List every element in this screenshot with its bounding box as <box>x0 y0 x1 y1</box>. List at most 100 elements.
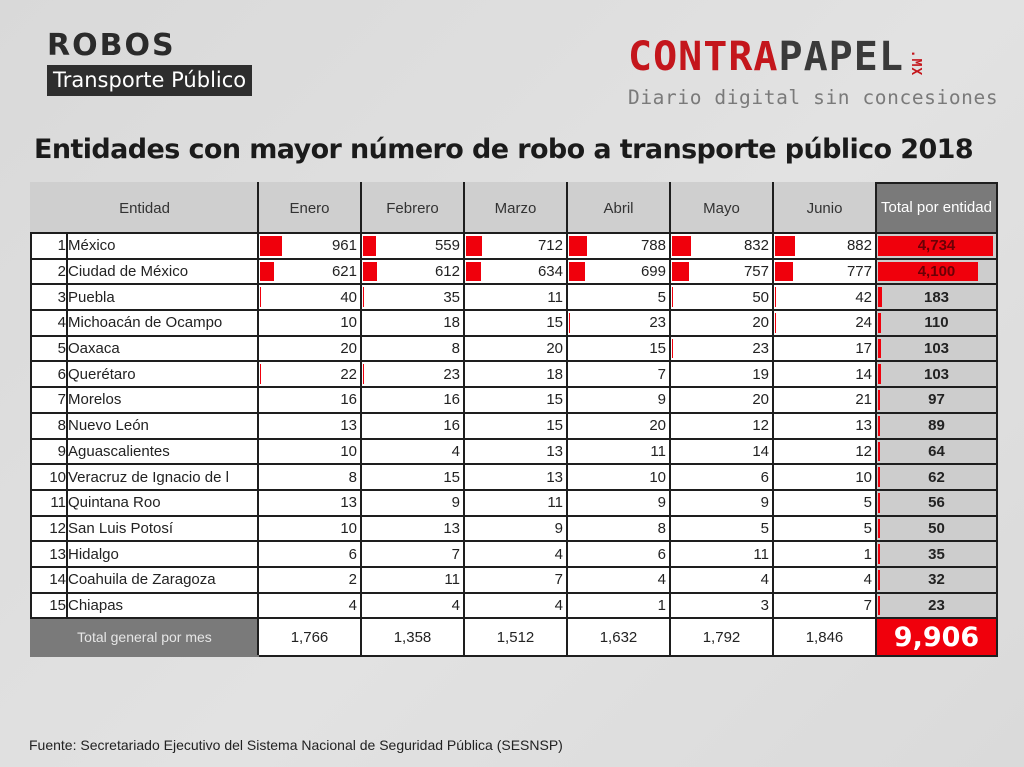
month-value: 14 <box>752 442 769 460</box>
entity-name: Puebla <box>66 283 259 312</box>
month-value-cell: 40 <box>257 283 362 312</box>
header-month: Febrero <box>360 182 465 234</box>
entity-total: 4,100 <box>917 263 956 281</box>
entity-total-cell: 32 <box>875 565 998 594</box>
entity-total-cell: 89 <box>875 411 998 440</box>
month-value-cell: 11 <box>566 437 671 466</box>
row-rank: 10 <box>30 463 68 491</box>
total-data-bar <box>878 518 880 539</box>
total-data-bar <box>878 467 880 487</box>
month-value-cell: 832 <box>669 232 774 260</box>
month-value: 23 <box>752 340 769 358</box>
entity-total-cell: 4,100 <box>875 257 998 286</box>
entity-total-cell: 62 <box>875 463 998 491</box>
entity-total: 35 <box>928 545 945 563</box>
month-value: 11 <box>650 442 666 460</box>
month-value: 6 <box>657 545 666 563</box>
row-rank: 4 <box>30 309 68 337</box>
month-value-cell: 777 <box>772 257 877 286</box>
month-value: 712 <box>537 237 563 255</box>
table-row: 8 Nuevo León 13 16 15 20 12 13 89 <box>30 411 998 440</box>
month-value-cell: 21 <box>772 386 877 414</box>
total-data-bar <box>878 492 880 513</box>
month-value: 19 <box>752 365 769 383</box>
entity-total: 64 <box>928 442 945 460</box>
month-value: 4 <box>554 596 563 614</box>
month-value: 13 <box>546 442 563 460</box>
entity-total: 4,734 <box>917 237 956 255</box>
month-value-cell: 13 <box>360 514 465 543</box>
month-value: 8 <box>657 519 666 537</box>
entity-name: Hidalgo <box>66 540 259 568</box>
month-value-cell: 23 <box>566 309 671 337</box>
entity-total: 89 <box>928 417 945 435</box>
month-value: 11 <box>547 288 563 306</box>
source-note: Fuente: Secretariado Ejecutivo del Siste… <box>29 737 563 753</box>
month-value: 15 <box>546 391 563 409</box>
month-value-cell: 1 <box>772 540 877 568</box>
month-value: 4 <box>863 571 872 589</box>
month-value: 20 <box>340 340 357 358</box>
month-value-cell: 882 <box>772 232 877 260</box>
month-value-cell: 24 <box>772 309 877 337</box>
data-bar <box>466 261 481 282</box>
month-value: 5 <box>863 519 872 537</box>
table-row: 3 Puebla 40 35 11 5 50 42 183 <box>30 283 998 312</box>
logo-word-contra: CONTRA <box>628 34 779 80</box>
month-value-cell: 712 <box>463 232 568 260</box>
data-bar <box>363 287 364 308</box>
footer-label: Total general por mes <box>30 617 259 658</box>
month-value-cell: 20 <box>566 411 671 440</box>
month-value: 23 <box>649 314 666 332</box>
data-bar <box>363 364 364 385</box>
month-value: 13 <box>855 417 872 435</box>
month-value-cell: 42 <box>772 283 877 312</box>
month-value: 4 <box>348 596 357 614</box>
month-value: 40 <box>340 288 357 306</box>
table-row: 6 Querétaro 22 23 18 7 19 14 103 <box>30 360 998 389</box>
month-value-cell: 19 <box>669 360 774 389</box>
month-value-cell: 9 <box>360 488 465 517</box>
month-value-cell: 9 <box>566 386 671 414</box>
data-bar <box>260 364 261 385</box>
logo-suffix: .MX <box>908 49 924 77</box>
month-value: 21 <box>855 391 872 409</box>
month-value: 10 <box>649 468 666 486</box>
month-total: 1,846 <box>772 617 877 658</box>
month-value-cell: 16 <box>360 386 465 414</box>
total-data-bar <box>878 261 978 282</box>
logo-wordmark: CONTRAPAPEL .MX <box>628 36 988 84</box>
month-value: 22 <box>340 365 357 383</box>
data-bar <box>466 236 482 256</box>
month-value-cell: 6 <box>566 540 671 568</box>
month-value-cell: 4 <box>360 591 465 620</box>
month-value-cell: 35 <box>360 283 465 312</box>
data-bar <box>775 236 795 256</box>
month-value: 7 <box>657 365 666 383</box>
header-month: Junio <box>772 182 877 234</box>
month-value-cell: 4 <box>566 565 671 594</box>
entity-total: 50 <box>928 519 945 537</box>
table-row: 14 Coahuila de Zaragoza 2 11 7 4 4 4 32 <box>30 565 998 594</box>
month-value: 13 <box>340 417 357 435</box>
footer-row: Total general por mes 1,766 1,358 1,512 … <box>30 617 998 658</box>
month-value: 8 <box>348 468 357 486</box>
month-value-cell: 13 <box>257 411 362 440</box>
entity-name: Morelos <box>66 386 259 414</box>
entity-name: Michoacán de Ocampo <box>66 309 259 337</box>
entity-total-cell: 50 <box>875 514 998 543</box>
row-rank: 3 <box>30 283 68 312</box>
month-value-cell: 5 <box>566 283 671 312</box>
month-value-cell: 6 <box>669 463 774 491</box>
month-value: 788 <box>640 237 666 255</box>
month-value: 9 <box>760 494 769 512</box>
entity-total-cell: 4,734 <box>875 232 998 260</box>
month-value: 23 <box>443 365 460 383</box>
month-value: 11 <box>547 494 563 512</box>
header-month: Mayo <box>669 182 774 234</box>
month-value: 14 <box>855 365 872 383</box>
entity-total-cell: 183 <box>875 283 998 312</box>
month-value: 9 <box>657 494 666 512</box>
month-value-cell: 17 <box>772 334 877 363</box>
row-rank: 6 <box>30 360 68 389</box>
